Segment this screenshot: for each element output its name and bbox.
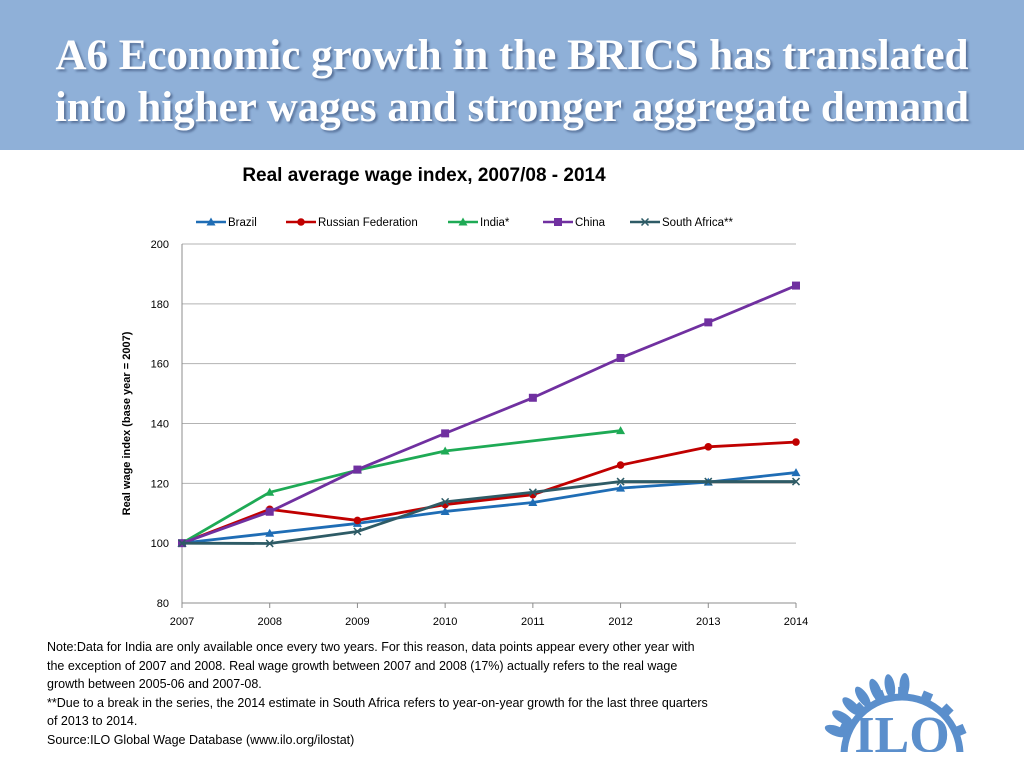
x-tick-label: 2013 [696,616,720,628]
data-point-russian-federation [792,438,800,446]
ilo-logo-icon: ILO [824,673,967,752]
gear-tooth [920,690,934,704]
y-tick-label: 160 [151,359,169,371]
data-point-brazil [791,468,801,477]
data-point-india [616,426,626,435]
ilo-logo-text: ILO [854,707,949,752]
data-point-russian-federation [353,516,362,525]
legend-label-russian-federation: Russian Federation [318,217,418,229]
x-tick-label: 2012 [608,616,632,628]
slide-title-line-1: A6 Economic growth in the BRICS has tran… [55,32,969,79]
title-banner: A6 Economic growth in the BRICS has tran… [0,0,1024,150]
note-line-1: Note:Data for India are only available o… [47,640,695,654]
note-line-2: the exception of 2007 and 2008. Real wag… [47,658,678,673]
data-point-south-africa [616,477,625,486]
note-line-4: **Due to a break in the series, the 2014… [47,695,708,710]
note-line-5: of 2013 to 2014. [47,714,138,728]
series-line-south-africa [181,480,796,545]
gear-ring [840,693,964,752]
data-point-china [616,353,625,362]
y-tick-label: 80 [157,598,169,610]
data-point-brazil [528,497,538,506]
data-point-china [353,465,362,474]
gear-tooth [872,689,886,703]
data-point-brazil [265,528,275,537]
data-point-south-africa [791,477,801,486]
series-line-china [181,284,797,545]
gear-tooth [851,701,867,716]
data-point-china [792,281,800,290]
data-point-south-africa [265,539,274,548]
y-tick-label: 100 [151,538,169,550]
legend-label-india: India* [480,217,510,229]
data-point-china [704,318,713,327]
data-point-south-africa [704,477,713,486]
series-line-russian-federation [181,440,797,545]
series-line-brazil [181,471,797,545]
data-point-russian-federation [616,461,625,469]
x-tick-label: 2014 [784,616,808,628]
data-point-china [265,507,274,516]
data-point-south-africa [528,488,537,497]
y-tick-label: 180 [151,299,169,311]
x-tick-label: 2011 [521,616,545,628]
data-point-china [528,393,537,402]
laurel-leaf [824,724,848,738]
legend-marker-india [458,217,468,226]
y-tick-label: 120 [151,478,169,490]
y-tick-label: 140 [151,419,169,431]
gear-tooth [898,686,909,698]
slide-title: A6 Economic growth in the BRICS has tran… [0,30,1024,134]
chart-title: Real average wage index, 2007/08 - 2014 [242,165,606,186]
data-point-south-africa [177,539,187,548]
x-tick-label: 2010 [433,616,457,628]
x-tick-label: 2008 [257,616,281,628]
legend-marker-china [554,218,562,226]
laurel-leaf [884,674,896,698]
wage-index-chart: Real average wage index, 2007/08 - 2014 8… [121,165,808,628]
data-point-russian-federation [704,443,713,451]
gear-tooth [838,721,852,736]
data-point-china [441,429,450,438]
source-line: Source:ILO Global Wage Database (www.ilo… [47,732,355,747]
note-line-3: growth between 2005-06 and 2007-08. [47,677,262,691]
x-tick-label: 2007 [170,616,194,628]
legend-label-south-africa: South Africa** [662,217,733,229]
laurel-leaf [832,710,854,726]
y-axis-label: Real wage index (base year = 2007) [121,331,133,515]
y-tick-label: 200 [151,239,169,251]
data-point-brazil [616,483,626,492]
legend-label-china: China [575,217,606,229]
legend-marker-russian-federation [297,218,305,226]
data-point-brazil [440,506,450,515]
chart-notes: Note:Data for India are only available o… [47,638,827,749]
legend-marker-brazil [206,217,216,226]
gear-tooth [939,703,954,718]
data-point-south-africa [353,527,362,536]
x-tick-label: 2009 [345,616,369,628]
data-point-india [265,487,275,496]
legend-label-brazil: Brazil [228,217,257,229]
slide-title-line-2: into higher wages and stronger aggregate… [54,84,970,131]
laurel-leaf [854,686,871,708]
legend-marker-south-africa [640,217,650,227]
data-point-south-africa [441,497,450,506]
data-point-india [440,446,450,455]
gear-tooth [953,723,967,737]
